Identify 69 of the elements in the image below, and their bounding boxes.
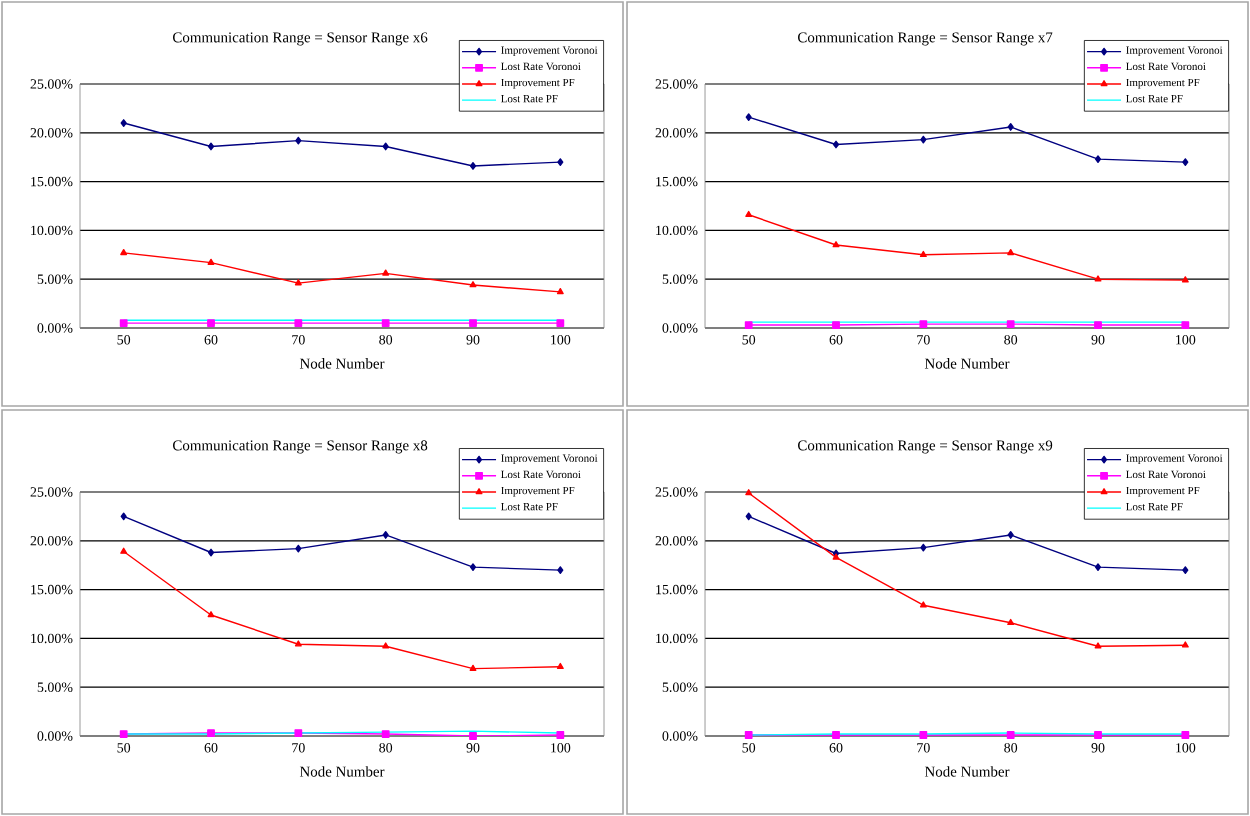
point	[381, 730, 390, 738]
point	[382, 142, 389, 151]
point	[207, 729, 215, 737]
point	[469, 664, 477, 671]
point	[1182, 158, 1189, 166]
point	[382, 531, 389, 539]
point	[207, 319, 215, 328]
point	[120, 119, 127, 127]
point	[295, 136, 302, 145]
point	[1094, 155, 1102, 164]
point	[469, 732, 477, 740]
point	[745, 489, 753, 496]
point	[469, 281, 477, 288]
point	[381, 319, 390, 328]
point	[744, 731, 753, 739]
point	[919, 320, 928, 328]
point	[120, 547, 128, 554]
point	[1094, 563, 1102, 572]
point	[1094, 731, 1102, 739]
point	[1007, 618, 1015, 626]
point	[1181, 731, 1190, 739]
point	[745, 512, 752, 521]
point	[832, 241, 840, 248]
point	[382, 269, 390, 276]
point	[294, 279, 302, 286]
point	[294, 640, 302, 647]
point	[119, 730, 128, 738]
point	[382, 642, 390, 649]
point	[294, 319, 303, 328]
point	[556, 287, 564, 295]
point	[295, 544, 302, 553]
point	[832, 140, 840, 149]
point	[1181, 641, 1189, 648]
point	[1007, 531, 1014, 539]
point	[1007, 248, 1015, 256]
point	[920, 543, 927, 552]
point	[1182, 566, 1189, 574]
point	[1006, 320, 1015, 328]
point	[119, 319, 128, 328]
point	[207, 142, 215, 151]
point	[557, 566, 564, 574]
point	[469, 563, 477, 572]
point	[207, 548, 215, 557]
point	[207, 611, 215, 618]
point	[120, 512, 127, 521]
point	[207, 258, 215, 265]
point	[1094, 642, 1102, 649]
point	[745, 113, 752, 122]
point	[832, 731, 840, 739]
point	[919, 250, 927, 258]
point	[1006, 731, 1015, 739]
point	[556, 319, 565, 328]
point	[556, 662, 564, 669]
point	[744, 321, 753, 329]
point	[1094, 321, 1102, 329]
point	[1181, 276, 1189, 283]
point	[557, 158, 564, 166]
point	[919, 731, 928, 739]
point	[469, 162, 477, 170]
point	[919, 601, 927, 608]
point	[1181, 321, 1190, 329]
point	[294, 729, 303, 737]
point	[469, 319, 477, 328]
point	[1007, 123, 1014, 131]
point	[556, 731, 565, 739]
point	[832, 321, 840, 329]
point	[120, 248, 128, 256]
point	[920, 135, 927, 144]
point	[745, 210, 753, 218]
